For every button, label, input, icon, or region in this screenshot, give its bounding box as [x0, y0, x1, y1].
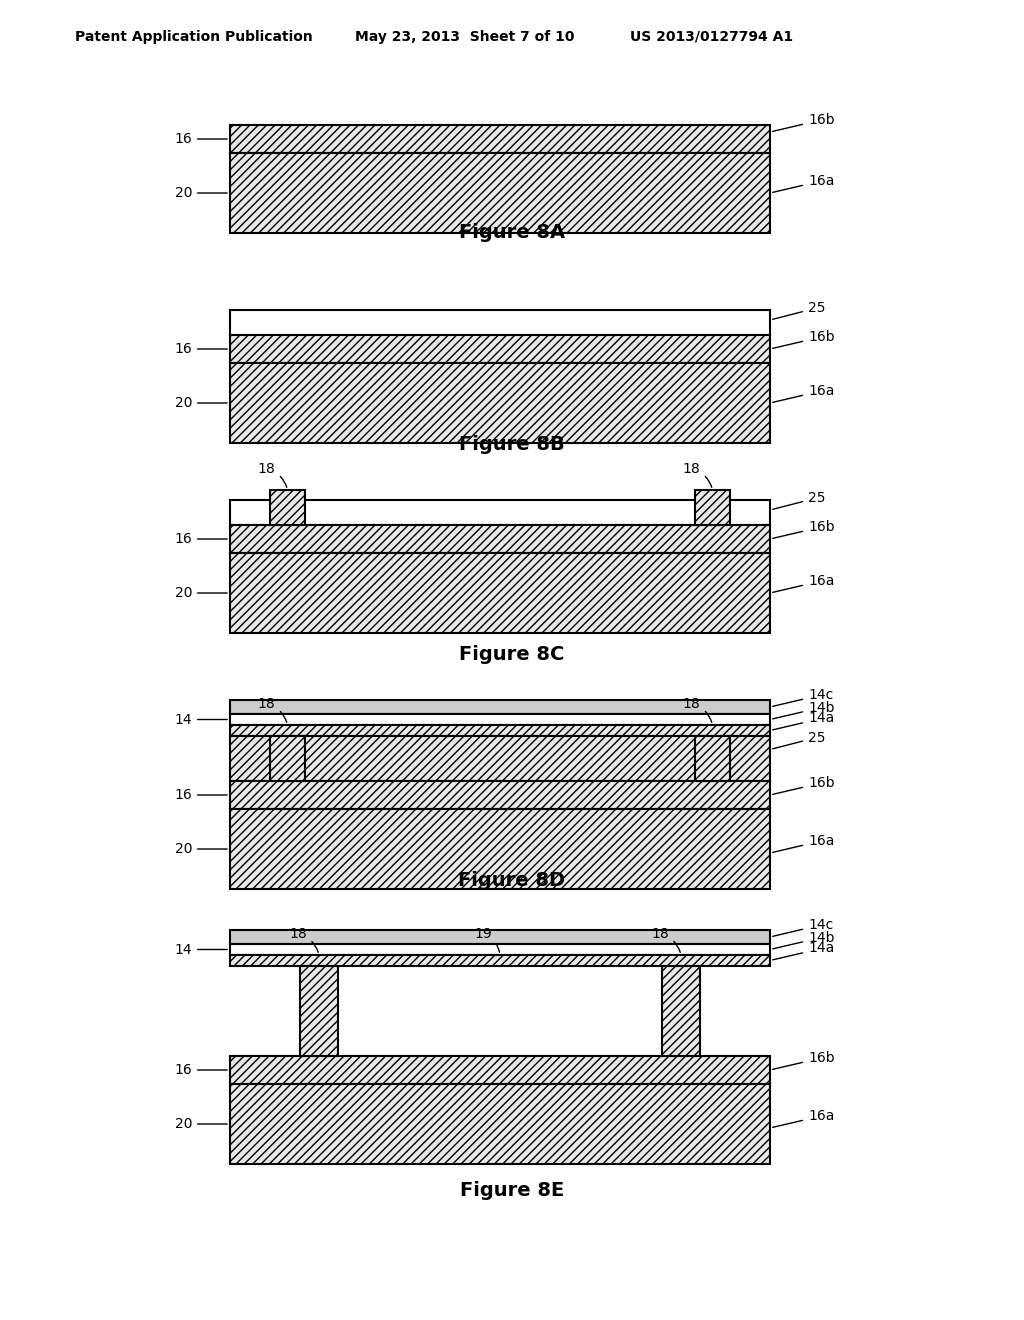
Bar — [230, 944, 770, 954]
Text: 20: 20 — [174, 396, 227, 411]
Text: 25: 25 — [773, 301, 825, 319]
Text: Figure 8B: Figure 8B — [459, 436, 565, 454]
Bar — [230, 931, 770, 944]
Bar — [230, 725, 770, 737]
Text: 16b: 16b — [773, 114, 835, 132]
Bar — [230, 363, 770, 444]
Text: US 2013/0127794 A1: US 2013/0127794 A1 — [630, 30, 794, 44]
Bar — [230, 553, 770, 634]
Text: 16: 16 — [174, 342, 227, 356]
Text: 20: 20 — [174, 586, 227, 601]
Text: Patent Application Publication: Patent Application Publication — [75, 30, 312, 44]
Bar — [230, 525, 770, 553]
Bar — [230, 1084, 770, 1164]
Text: Figure 8C: Figure 8C — [460, 645, 564, 664]
Text: 14a: 14a — [773, 941, 835, 960]
Text: 16a: 16a — [773, 384, 835, 403]
Text: Figure 8A: Figure 8A — [459, 223, 565, 243]
Text: 16: 16 — [174, 132, 227, 147]
Text: 20: 20 — [174, 1117, 227, 1131]
Text: Figure 8E: Figure 8E — [460, 1180, 564, 1200]
Bar — [695, 737, 730, 781]
Text: 18: 18 — [683, 462, 712, 487]
Text: 16a: 16a — [773, 574, 835, 593]
Text: 14b: 14b — [773, 931, 835, 949]
Text: 14a: 14a — [773, 711, 835, 730]
Text: 20: 20 — [174, 842, 227, 855]
Text: 16: 16 — [174, 1063, 227, 1077]
Text: 25: 25 — [773, 730, 825, 748]
Text: 14: 14 — [174, 713, 227, 726]
Bar — [230, 809, 770, 888]
Text: May 23, 2013  Sheet 7 of 10: May 23, 2013 Sheet 7 of 10 — [355, 30, 574, 44]
Bar — [230, 714, 770, 725]
Text: 14c: 14c — [773, 688, 834, 706]
Text: 18: 18 — [258, 462, 287, 487]
Text: 25: 25 — [773, 491, 825, 510]
Bar — [230, 153, 770, 234]
Text: 18: 18 — [289, 927, 318, 952]
Text: 18: 18 — [258, 697, 287, 722]
Bar — [662, 966, 700, 1056]
Text: 16b: 16b — [773, 776, 835, 795]
Bar — [270, 490, 305, 525]
Bar — [230, 335, 770, 363]
Text: 16a: 16a — [773, 174, 835, 193]
Text: Figure 8D: Figure 8D — [459, 870, 565, 890]
Bar — [230, 500, 770, 525]
Text: 14c: 14c — [773, 917, 834, 936]
Bar — [270, 737, 305, 781]
Text: 14b: 14b — [773, 701, 835, 719]
Bar — [230, 125, 770, 153]
Text: 16a: 16a — [773, 834, 835, 853]
Text: 18: 18 — [651, 927, 680, 952]
Text: 16: 16 — [174, 788, 227, 803]
Text: 19: 19 — [474, 927, 500, 952]
Bar — [230, 700, 770, 714]
Bar — [300, 966, 338, 1056]
Bar — [230, 737, 770, 781]
Bar — [230, 310, 770, 335]
Text: 14: 14 — [174, 942, 227, 957]
Text: 20: 20 — [174, 186, 227, 201]
Text: 16b: 16b — [773, 330, 835, 348]
Text: 16b: 16b — [773, 520, 835, 539]
Text: 16: 16 — [174, 532, 227, 546]
Bar — [230, 1056, 770, 1084]
Text: 18: 18 — [683, 697, 712, 722]
Text: 16b: 16b — [773, 1051, 835, 1069]
Bar — [695, 490, 730, 525]
Text: 16a: 16a — [773, 1109, 835, 1127]
Bar — [230, 954, 770, 966]
Bar — [230, 781, 770, 809]
